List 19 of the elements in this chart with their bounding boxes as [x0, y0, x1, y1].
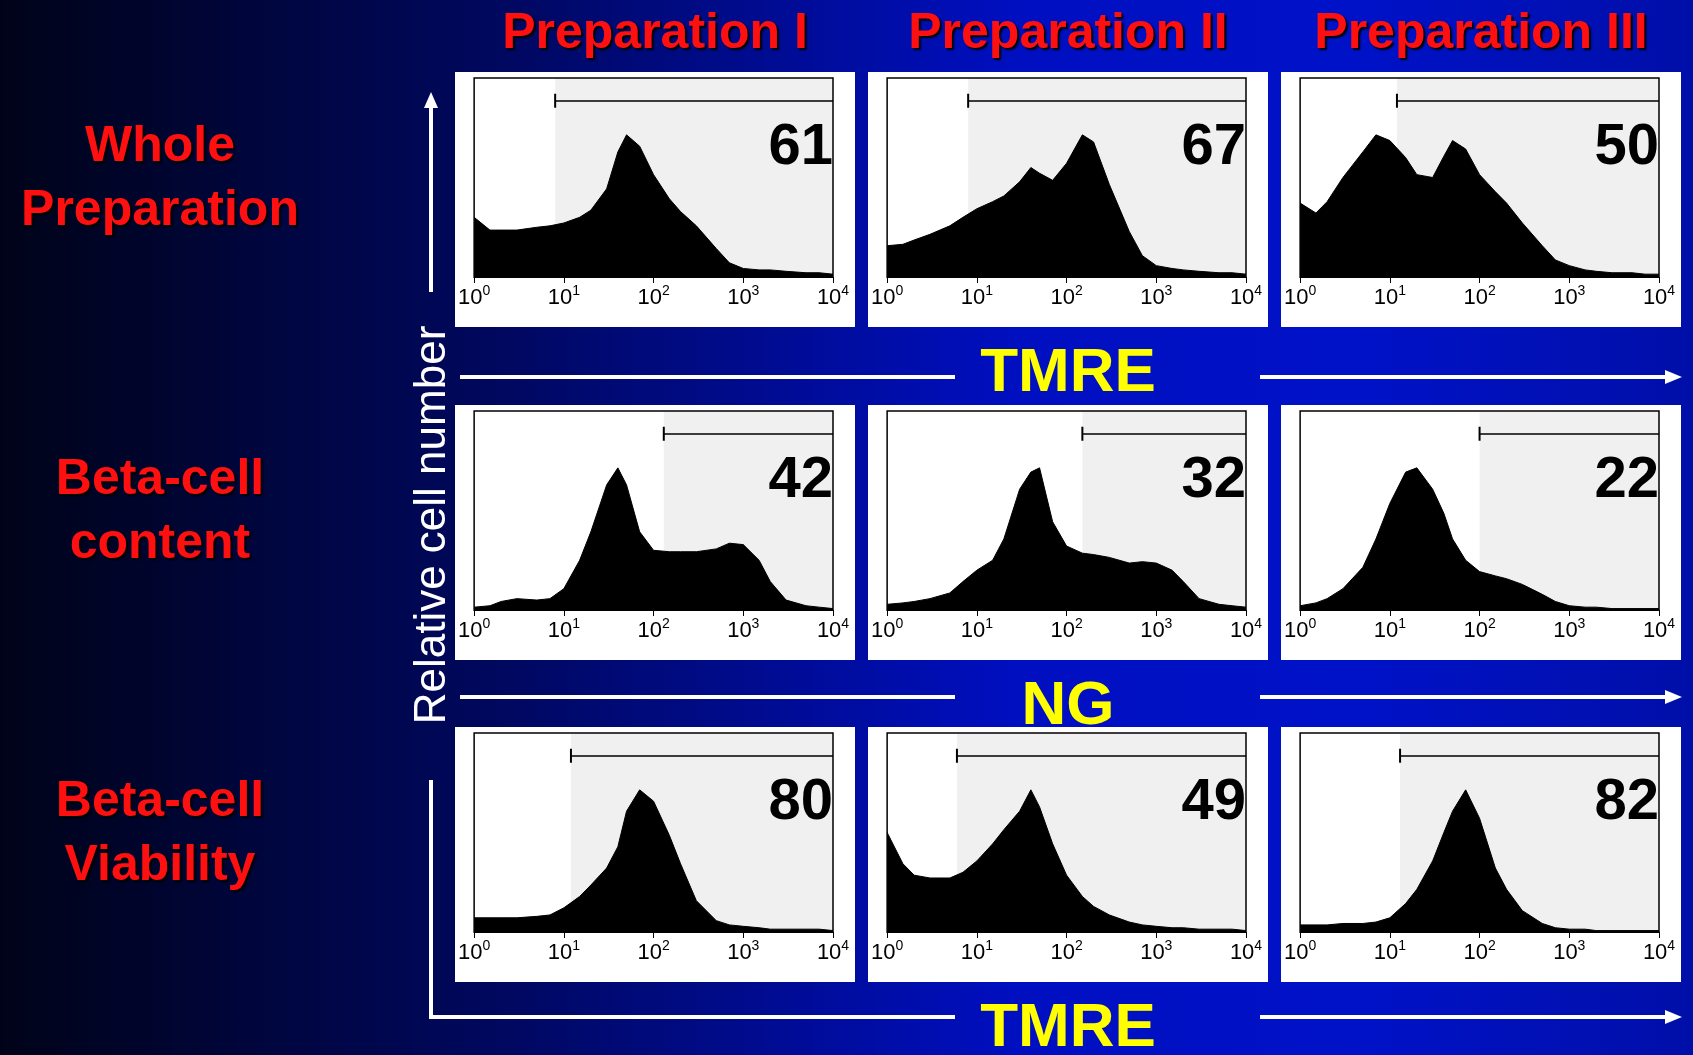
chart-title: Preparation I: [501, 2, 809, 60]
band-label: 22: [1594, 444, 1659, 510]
band-label: 42: [768, 444, 833, 510]
chart-title: Preparation III: [1313, 2, 1649, 60]
band-label: 82: [1594, 766, 1659, 832]
x-axis-title: TMRE: [979, 990, 1157, 1055]
text: Beta-cell Viability: [54, 770, 266, 893]
x-axis-title: TMRE: [979, 335, 1157, 405]
band-label: 50: [1594, 111, 1659, 177]
band-label: 67: [1181, 111, 1246, 177]
band-label: 32: [1181, 444, 1246, 510]
band-label: 80: [768, 766, 833, 832]
text: Whole Preparation: [20, 115, 300, 238]
band-label: 61: [768, 111, 833, 177]
chart-title: Preparation II: [907, 2, 1229, 60]
y-axis-title: Relative cell number: [404, 324, 455, 727]
x-axis-title: NG: [1020, 668, 1116, 738]
band-label: 49: [1181, 766, 1246, 832]
text: Beta-cell content: [54, 448, 266, 571]
